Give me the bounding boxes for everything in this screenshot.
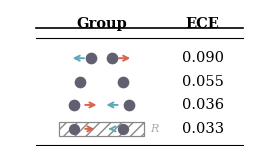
Text: 0.055: 0.055 [182,75,224,89]
Point [78,80,83,83]
Point [127,104,131,106]
Text: ECE: ECE [186,17,220,31]
Text: 0.033: 0.033 [182,122,224,136]
Point [120,80,125,83]
Point [72,128,76,130]
Text: 0.036: 0.036 [182,98,224,112]
Point [110,57,114,60]
Point [120,128,125,130]
Bar [59,122,144,136]
Point [89,57,93,60]
Point [72,104,76,106]
Text: R: R [150,124,158,134]
Text: 0.090: 0.090 [182,51,224,65]
Text: Group: Group [76,17,127,31]
